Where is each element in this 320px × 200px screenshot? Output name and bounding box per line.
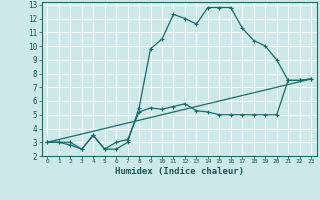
X-axis label: Humidex (Indice chaleur): Humidex (Indice chaleur) (115, 167, 244, 176)
